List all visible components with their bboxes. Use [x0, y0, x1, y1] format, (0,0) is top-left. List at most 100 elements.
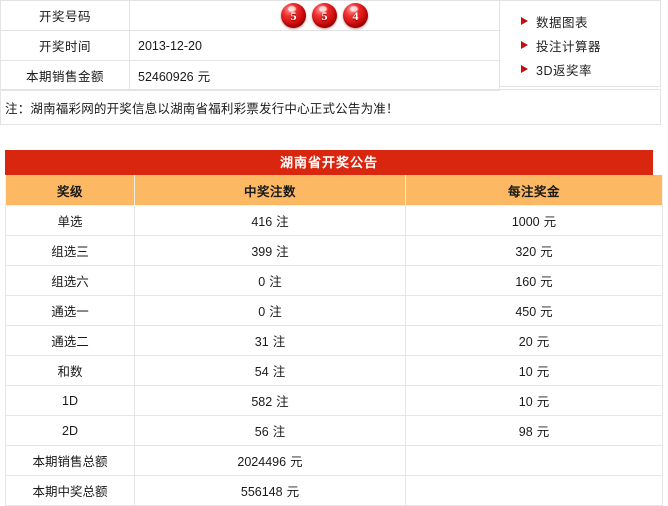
prize-results-body: 单选 416 注 1000 元组选三 399 注 320 元组选六 0 注 160 元通选一 0 注 450 元…: [5, 205, 663, 506]
prize-amount-number: 10: [518, 365, 533, 379]
prize-results-table: 奖级 中奖注数 每注奖金 单选 416 注 1000 元组选三 399 注 320 元组选六 0 注…: [5, 175, 663, 506]
link-label[interactable]: 数据图表: [536, 15, 589, 30]
prize-amount-unit: 元: [543, 215, 557, 229]
prize-amount-unit: 元: [540, 245, 553, 259]
disclaimer-note-row: 注：湖南福彩网的开奖信息以湖南省福利彩票发行中心正式公告为准！: [0, 89, 661, 125]
sales-amount-label: 本期销售金额: [0, 60, 130, 91]
table-row: 和数 54 注 10 元: [5, 355, 663, 386]
prize-amount-unit: 元: [536, 335, 550, 349]
winning-count-number: 399: [251, 245, 273, 259]
prize-amount-number: 20: [518, 335, 533, 349]
prize-level-cell: 2D: [5, 415, 135, 446]
winning-count-unit: 注: [269, 275, 282, 289]
table-header-row: 奖级 中奖注数 每注奖金: [5, 175, 663, 206]
link-item-data-chart[interactable]: 数据图表: [500, 9, 660, 33]
prize-amount-number: 10: [518, 395, 533, 409]
triangle-right-icon: [521, 65, 528, 73]
disclaimer-note-text: 注：湖南福彩网的开奖信息以湖南省福利彩票发行中心正式公告为准！: [5, 101, 399, 116]
winning-count-number: 56: [254, 425, 269, 439]
lottery-ball-number: 5: [321, 8, 328, 23]
prize-amount-cell: [405, 445, 663, 476]
prize-amount-number: 450: [515, 305, 537, 319]
prize-level-cell: 通选一: [5, 295, 135, 326]
lottery-ball: 5: [281, 3, 306, 28]
link-item-bet-calculator[interactable]: 投注计算器: [500, 33, 660, 57]
prize-amount-number: 1000: [511, 215, 540, 229]
prize-amount-unit: 元: [536, 395, 550, 409]
table-row: 通选二 31 注 20 元: [5, 325, 663, 356]
winning-count-cell: 56 注: [134, 415, 406, 446]
table-row: 开奖时间 2013-12-20: [0, 30, 500, 61]
link-label[interactable]: 3D返奖率: [536, 63, 592, 78]
winning-count-unit: 注: [272, 365, 286, 379]
winning-count-cell: 416 注: [134, 205, 406, 236]
winning-count-cell: 54 注: [134, 355, 406, 386]
winning-count-number: 31: [254, 335, 269, 349]
prize-level-cell: 1D: [5, 385, 135, 416]
prize-amount-number: 160: [515, 275, 537, 289]
prize-amount-cell: 1000 元: [405, 205, 663, 236]
winning-count-number: 0: [258, 275, 266, 289]
table-row: 通选一 0 注 450 元: [5, 295, 663, 326]
table-row: 本期销售总额 2024496 元: [5, 445, 663, 476]
prize-amount-cell: 450 元: [405, 295, 663, 326]
table-row: 组选六 0 注 160 元: [5, 265, 663, 296]
winning-count-cell: 399 注: [134, 235, 406, 266]
winning-count-number: 416: [251, 215, 273, 229]
prize-level-cell: 单选: [5, 205, 135, 236]
winning-count-cell: 582 注: [134, 385, 406, 416]
table-row: 本期销售金额 52460926 元: [0, 60, 500, 91]
winning-count-unit: 元: [286, 485, 300, 499]
results-section: 湖南省开奖公告 奖级 中奖注数 每注奖金 单选 416 注 1000 元组选三 399 注 3…: [5, 150, 663, 506]
winning-count-cell: 2024496 元: [134, 445, 406, 476]
table-row: 2D 56 注 98 元: [5, 415, 663, 446]
prize-amount-unit: 元: [540, 275, 553, 289]
winning-count-cell: 556148 元: [134, 475, 406, 506]
winning-count-number: 556148: [240, 485, 283, 499]
link-item-3d-return-rate[interactable]: 3D返奖率: [500, 57, 660, 81]
triangle-right-icon: [521, 41, 528, 49]
winning-count-unit: 注: [272, 335, 286, 349]
table-row: 组选三 399 注 320 元: [5, 235, 663, 266]
prize-level-cell: 组选三: [5, 235, 135, 266]
sales-amount-number: 52460926: [138, 70, 194, 84]
triangle-right-icon: [521, 17, 528, 25]
winning-count-unit: 注: [276, 395, 289, 409]
prize-level-cell: 组选六: [5, 265, 135, 296]
lottery-ball-number: 5: [290, 8, 297, 23]
winning-count-unit: 注: [276, 215, 289, 229]
prize-level-cell: 本期中奖总额: [5, 475, 135, 506]
table-row: 本期中奖总额 556148 元: [5, 475, 663, 506]
lottery-ball: 5: [312, 3, 337, 28]
prize-level-cell: 通选二: [5, 325, 135, 356]
prize-amount-number: 98: [518, 425, 533, 439]
prize-level-cell: 本期销售总额: [5, 445, 135, 476]
link-label[interactable]: 投注计算器: [536, 39, 602, 54]
prize-amount-cell: 98 元: [405, 415, 663, 446]
prize-amount-unit: 元: [536, 365, 550, 379]
draw-number-value: 5 5 4: [129, 0, 500, 31]
draw-date-value: 2013-12-20: [129, 30, 500, 61]
draw-date-label: 开奖时间: [0, 30, 130, 61]
winning-count-unit: 注: [272, 425, 286, 439]
prize-amount-cell: [405, 475, 663, 506]
winning-count-number: 582: [251, 395, 273, 409]
draw-info-table: 开奖号码 5 5 4 开奖时间: [0, 0, 500, 91]
winning-count-unit: 元: [290, 455, 303, 469]
top-summary-section: 开奖号码 5 5 4 开奖时间: [0, 0, 662, 136]
winning-count-number: 2024496: [237, 455, 287, 469]
draw-number-label: 开奖号码: [0, 0, 130, 31]
table-row: 单选 416 注 1000 元: [5, 205, 663, 236]
prize-amount-unit: 元: [540, 305, 553, 319]
results-title: 湖南省开奖公告: [5, 150, 653, 175]
winning-count-unit: 注: [269, 305, 282, 319]
sales-amount-value: 52460926 元: [129, 60, 500, 91]
column-header-level: 奖级: [5, 175, 135, 206]
sales-amount-unit: 元: [197, 70, 211, 84]
quick-links-panel: 数据图表 投注计算器 3D返奖率: [500, 0, 661, 87]
winning-count-cell: 31 注: [134, 325, 406, 356]
table-row: 1D 582 注 10 元: [5, 385, 663, 416]
prize-amount-cell: 10 元: [405, 355, 663, 386]
